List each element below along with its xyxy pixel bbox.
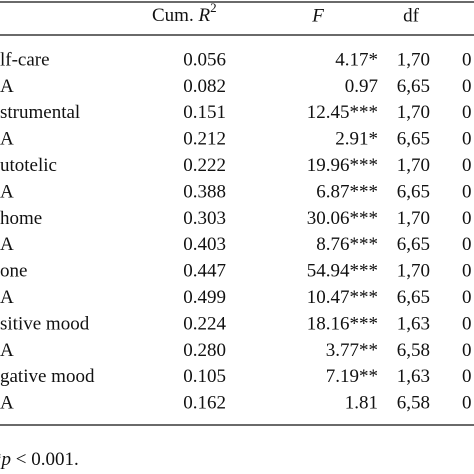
f-cell: 54.94*** [307,261,378,282]
p-cell: 0 [462,234,472,255]
p-cell: 0 [462,340,472,361]
p-cell: 0 [462,102,472,123]
f-cell: 8.76*** [316,234,378,255]
footnote-text: < 0.001. [11,449,79,470]
p-cell: 0 [462,287,472,308]
cum-r2-cell: 0.403 [183,234,226,255]
footnote-mark: * [0,449,2,470]
f-cell: 7.19** [326,366,378,387]
f-cell: 1.81 [345,393,378,414]
cum-r2-cell: 0.212 [183,129,226,150]
df-cell: 1,63 [397,313,430,334]
f-cell: 30.06*** [307,208,378,229]
cum-r2-cell: 0.162 [183,393,226,414]
f-cell: 6.87*** [316,181,378,202]
row-label: A [0,129,14,150]
p-cell: 0 [462,366,472,387]
cum-r2-cell: 0.151 [183,102,226,123]
row-label: home [0,208,42,229]
p-cell: 0 [462,76,472,97]
p-cell: 0 [462,208,472,229]
f-cell: 19.96*** [307,155,378,176]
header-cum-r2: Cum. R2 [152,0,217,26]
row-label: A [0,287,14,308]
df-cell: 6,65 [397,181,430,202]
df-cell: 1,70 [397,102,430,123]
cum-r2-cell: 0.224 [183,313,226,334]
row-label: A [0,181,14,202]
cum-r2-cell: 0.056 [183,49,226,70]
row-label: sitive mood [0,313,90,334]
df-cell: 1,70 [397,208,430,229]
f-cell: 4.17* [335,49,378,70]
cum-r2-cell: 0.105 [183,366,226,387]
df-cell: 1,70 [397,155,430,176]
row-label: A [0,234,14,255]
df-cell: 6,65 [397,76,430,97]
f-cell: 3.77** [326,340,378,361]
f-cell: 12.45*** [307,102,378,123]
row-label: gative mood [0,366,95,387]
p-cell: 0 [462,155,472,176]
p-cell: 0 [462,181,472,202]
df-cell: 6,65 [397,129,430,150]
cum-r2-cell: 0.082 [183,76,226,97]
row-label: A [0,340,14,361]
cum-r2-cell: 0.388 [183,181,226,202]
p-cell: 0 [462,129,472,150]
df-cell: 1,63 [397,366,430,387]
row-label: A [0,393,14,414]
footnote-var: p [0,449,11,470]
f-cell: 0.97 [345,76,378,97]
cum-r2-cell: 0.447 [183,261,226,282]
header-f: F [311,5,324,26]
df-cell: 6,58 [397,393,430,414]
footnote: *p < 0.001. [0,449,79,470]
cum-r2-cell: 0.222 [183,155,226,176]
row-label: one [0,261,27,282]
row-label: A [0,76,14,97]
p-cell: 0 [462,261,472,282]
cum-r2-cell: 0.280 [183,340,226,361]
df-cell: 1,70 [397,261,430,282]
f-cell: 18.16*** [307,313,378,334]
header-sup: 2 [210,0,217,15]
header-var: R [197,5,210,26]
f-cell: 10.47*** [307,287,378,308]
row-label: strumental [0,102,80,123]
cum-r2-cell: 0.303 [183,208,226,229]
header-text: Cum. [152,5,198,26]
df-cell: 6,58 [397,340,430,361]
p-cell: 0 [462,313,472,334]
row-label: lf-care [0,49,50,70]
df-cell: 6,65 [397,234,430,255]
df-cell: 1,70 [397,49,430,70]
cum-r2-cell: 0.499 [183,287,226,308]
f-cell: 2.91* [335,129,378,150]
p-cell: 0 [462,393,472,414]
df-cell: 6,65 [397,287,430,308]
row-label: utotelic [0,155,57,176]
header-df: df [403,5,420,26]
p-cell: 0 [462,49,472,70]
